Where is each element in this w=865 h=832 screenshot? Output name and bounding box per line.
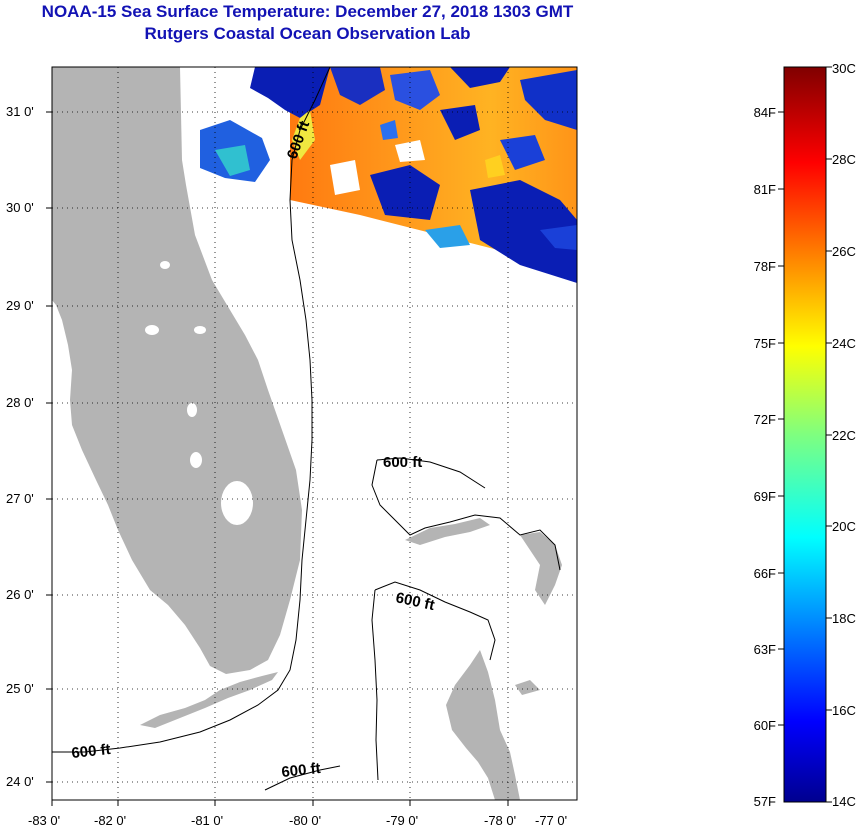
fahrenheit-label: 69F: [754, 489, 776, 504]
lon-label: -82 0': [94, 813, 126, 828]
isobath-label: 600 ft: [383, 454, 422, 471]
lon-label: -80 0': [289, 813, 321, 828]
lat-label: 25 0': [6, 681, 34, 696]
lat-label: 31 0': [6, 104, 34, 119]
lon-label: -83 0': [28, 813, 60, 828]
lat-label: 30 0': [6, 200, 34, 215]
isobath-600ft: [52, 67, 561, 791]
celsius-label: 16C: [832, 703, 856, 718]
florida-keys: [140, 672, 278, 728]
lon-label: -77 0': [535, 813, 567, 828]
lat-label: 24 0': [6, 774, 34, 789]
bahamas-grand-bahama: [405, 518, 490, 545]
celsius-label: 20C: [832, 519, 856, 534]
fahrenheit-label: 81F: [754, 182, 776, 197]
celsius-label: 24C: [832, 336, 856, 351]
celsius-label: 26C: [832, 244, 856, 259]
longitude-labels: -83 0' -82 0' -81 0' -80 0' -79 0' -78 0…: [28, 813, 567, 828]
fahrenheit-label: 75F: [754, 336, 776, 351]
lat-label: 28 0': [6, 395, 34, 410]
fahrenheit-label: 57F: [754, 794, 776, 809]
celsius-label: 14C: [832, 794, 856, 809]
graticule: [52, 67, 577, 800]
map-panel: 600 ft 600 ft 600 ft 600 ft 600 ft: [52, 67, 577, 800]
lat-label: 26 0': [6, 587, 34, 602]
map-subtitle: Rutgers Coastal Ocean Observation Lab: [144, 24, 471, 43]
lat-label: 29 0': [6, 298, 34, 313]
latitude-labels: 31 0' 30 0' 29 0' 28 0' 27 0' 26 0' 25 0…: [6, 104, 34, 789]
color-scale-bar: 30C 28C 26C 24C 22C 20C 18C 16C 14C 84F …: [754, 61, 856, 809]
sst-swath: [190, 67, 577, 283]
fahrenheit-label: 84F: [754, 105, 776, 120]
isobath-label: 600 ft: [71, 741, 112, 762]
lat-label: 27 0': [6, 491, 34, 506]
lake-okeechobee: [221, 481, 253, 525]
fahrenheit-label: 72F: [754, 412, 776, 427]
fahrenheit-label: 78F: [754, 259, 776, 274]
fahrenheit-label: 60F: [754, 718, 776, 733]
map-frame: [51, 66, 578, 801]
bahamas-abaco: [520, 532, 562, 605]
lon-label: -79 0': [386, 813, 418, 828]
celsius-label: 28C: [832, 152, 856, 167]
celsius-label: 30C: [832, 61, 856, 76]
isobath-label: 600 ft: [281, 760, 322, 781]
fahrenheit-label: 66F: [754, 566, 776, 581]
axis-ticks: [46, 111, 509, 806]
fahrenheit-label: 63F: [754, 642, 776, 657]
celsius-label: 18C: [832, 611, 856, 626]
map-title: NOAA-15 Sea Surface Temperature: Decembe…: [41, 2, 574, 21]
bahamas-andros: [446, 650, 520, 800]
lon-label: -81 0': [191, 813, 223, 828]
celsius-label: 22C: [832, 428, 856, 443]
lon-label: -78 0': [484, 813, 516, 828]
